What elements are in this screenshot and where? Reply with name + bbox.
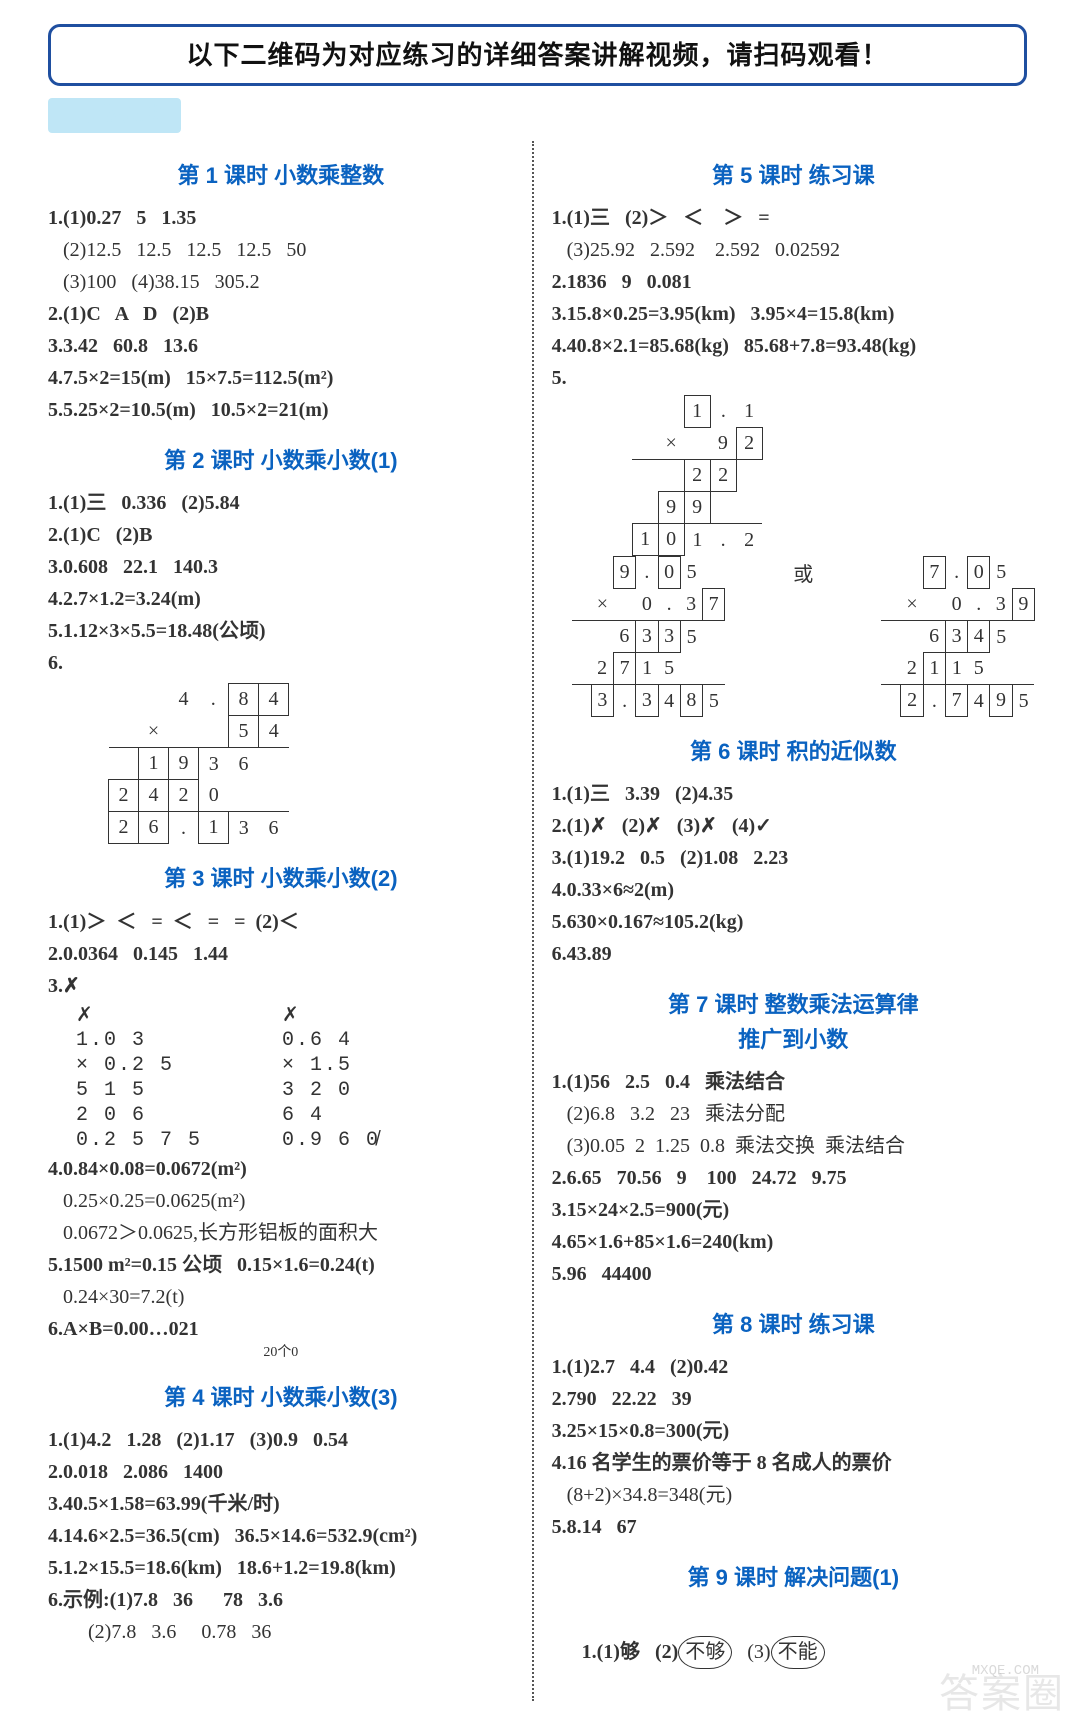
lesson-1-title: 第 1 课时 小数乘整数: [48, 159, 514, 193]
right-column: 第 5 课时 练习课 1.(1)三 (2)＞ ＜ ＞ = (3)25.92 2.…: [532, 141, 1035, 1701]
text-line: 2.(1)C A D (2)B: [48, 299, 514, 330]
text-line: 3.15×24×2.5=900(元): [552, 1195, 1035, 1226]
text-line: 3.0.608 22.1 140.3: [48, 552, 514, 583]
text-line: 1.(1)56 2.5 0.4 乘法结合: [552, 1067, 1035, 1098]
text-line: (8+2)×34.8=348(元): [552, 1480, 1035, 1511]
text-line: 5.: [552, 363, 1035, 394]
text-line: 0.24×30=7.2(t): [48, 1282, 514, 1313]
text-line: 4.40.8×2.1=85.68(kg) 85.68+7.8=93.48(kg): [552, 331, 1035, 362]
text-line: 5.1.2×15.5=18.6(km) 18.6+1.2=19.8(km): [48, 1553, 514, 1584]
text-line: 6.A×B=0.00…021: [48, 1314, 514, 1345]
text-line: (3)100 (4)38.15 305.2: [48, 267, 514, 298]
lesson-9-title: 第 9 课时 解决问题(1): [552, 1561, 1035, 1595]
lesson-8-title: 第 8 课时 练习课: [552, 1308, 1035, 1342]
text-line: 4.2.7×1.2=3.24(m): [48, 584, 514, 615]
subscript-note: 20个0: [48, 1342, 514, 1364]
watermark: 答案圈: [939, 1663, 1065, 1725]
text-line: 4.0.84×0.08=0.0672(m²): [48, 1154, 514, 1185]
text-line: 3.25×15×0.8=300(元): [552, 1416, 1035, 1447]
text-line: (2)6.8 3.2 23 乘法分配: [552, 1099, 1035, 1130]
page-banner: 以下二维码为对应练习的详细答案讲解视频，请扫码观看！: [48, 24, 1027, 86]
vertical-multiplication-2: 1.1 ×92 22 99 101.2: [552, 395, 1035, 556]
text-line: (3)25.92 2.592 2.592 0.02592: [552, 235, 1035, 266]
text-line: 3.40.5×1.58=63.99(千米/时): [48, 1489, 514, 1520]
text-line: 5.630×0.167≈105.2(kg): [552, 907, 1035, 938]
text-line: 4.16 名学生的票价等于 8 名成人的票价: [552, 1448, 1035, 1479]
text-line: (3)0.05 2 1.25 0.8 乘法交换 乘法结合: [552, 1131, 1035, 1162]
text-line: (2)7.8 3.6 0.78 36: [48, 1617, 514, 1648]
text-line: 1.(1)0.27 5 1.35: [48, 203, 514, 234]
text-line: 1.(1)2.7 4.4 (2)0.42: [552, 1352, 1035, 1383]
text-line: 2.(1)C (2)B: [48, 520, 514, 551]
text-line: 4.65×1.6+85×1.6=240(km): [552, 1227, 1035, 1258]
text-line: 5.1.12×3×5.5=18.48(公顷): [48, 616, 514, 647]
vertical-multiplication-pair: 9.05 ×0.37 6335 2715 3.3485 或 7.05 ×0.39…: [552, 556, 1035, 717]
lesson-2-title: 第 2 课时 小数乘小数(1): [48, 444, 514, 478]
text-line: 0.0672＞0.0625,长方形铝板的面积大: [48, 1218, 514, 1249]
text-line: 6.43.89: [552, 939, 1035, 970]
lesson-3-title: 第 3 课时 小数乘小数(2): [48, 862, 514, 896]
left-column: 第 1 课时 小数乘整数 1.(1)0.27 5 1.35 (2)12.5 12…: [48, 141, 532, 1701]
text-line: (2)12.5 12.5 12.5 12.5 50: [48, 235, 514, 266]
two-column-layout: 第 1 课时 小数乘整数 1.(1)0.27 5 1.35 (2)12.5 12…: [0, 133, 1075, 1731]
text-line: 3.✗: [48, 971, 514, 1002]
lesson-6-title: 第 6 课时 积的近似数: [552, 735, 1035, 769]
text-line: 3.15.8×0.25=3.95(km) 3.95×4=15.8(km): [552, 299, 1035, 330]
circled-answer: 不能: [771, 1636, 825, 1669]
lesson-7-title: 第 7 课时 整数乘法运算律 推广到小数: [552, 988, 1035, 1056]
section-chip: 1 小数乘法: [48, 98, 181, 133]
lesson-4-title: 第 4 课时 小数乘小数(3): [48, 1381, 514, 1415]
text-line: 2.0.0364 0.145 1.44: [48, 939, 514, 970]
lesson-5-title: 第 5 课时 练习课: [552, 159, 1035, 193]
text-line: 6.: [48, 648, 514, 679]
text-line: 2.0.018 2.086 1400: [48, 1457, 514, 1488]
text-line: 5.5.25×2=10.5(m) 10.5×2=21(m): [48, 395, 514, 426]
text-line: 1.(1)三 0.336 (2)5.84: [48, 488, 514, 519]
text-line: 6.示例:(1)7.8 36 78 3.6: [48, 1585, 514, 1616]
text-line: 4.0.33×6≈2(m): [552, 875, 1035, 906]
long-multiplication-pair: ✗ 1.0 3 × 0.2 5 5 1 5 2 0 6 0.2 5 7 5 ✗ …: [48, 1003, 514, 1153]
text-line: 5.8.14 67: [552, 1512, 1035, 1543]
text-line: 2.790 22.22 39: [552, 1384, 1035, 1415]
text-line: 5.96 44400: [552, 1259, 1035, 1290]
text-line: 4.14.6×2.5=36.5(cm) 36.5×14.6=532.9(cm²): [48, 1521, 514, 1552]
text-line: 1.(1)＞ ＜ = ＜ = = (2)＜: [48, 907, 514, 938]
text-line: 1.(1)三 (2)＞ ＜ ＞ =: [552, 203, 1035, 234]
circled-answer: 不够: [678, 1636, 732, 1669]
vertical-multiplication-1: 4.84 ×54 1936 2420 26.136: [48, 683, 514, 844]
text-line: 2.6.65 70.56 9 100 24.72 9.75: [552, 1163, 1035, 1194]
text-line: 5.1500 m²=0.15 公顷 0.15×1.6=0.24(t): [48, 1250, 514, 1281]
text-line: 1.(1)4.2 1.28 (2)1.17 (3)0.9 0.54: [48, 1425, 514, 1456]
text-line: 3.3.42 60.8 13.6: [48, 331, 514, 362]
text-line: 0.25×0.25=0.0625(m²): [48, 1186, 514, 1217]
text-line: 3.(1)19.2 0.5 (2)1.08 2.23: [552, 843, 1035, 874]
text-line: 2.1836 9 0.081: [552, 267, 1035, 298]
text-line: 4.7.5×2=15(m) 15×7.5=112.5(m²): [48, 363, 514, 394]
text-line: 2.(1)✗ (2)✗ (3)✗ (4)✓: [552, 811, 1035, 842]
or-label: 或: [785, 556, 821, 591]
text-line: 1.(1)三 3.39 (2)4.35: [552, 779, 1035, 810]
